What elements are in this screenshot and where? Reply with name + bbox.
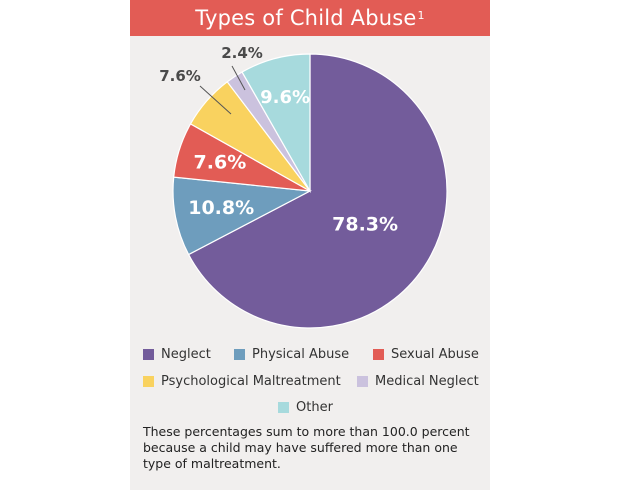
legend-item-neglect: Neglect <box>143 345 211 363</box>
legend-label: Other <box>296 399 333 415</box>
legend-label: Medical Neglect <box>375 373 479 389</box>
legend-item-other: Other <box>278 398 333 416</box>
legend-swatch <box>373 348 384 360</box>
leader-line-psychological-maltreatment <box>199 85 232 115</box>
data-label-psychological-maltreatment: 7.6% <box>159 67 201 85</box>
footnote: These percentages sum to more than 100.0… <box>143 424 470 471</box>
legend-item-physical-abuse: Physical Abuse <box>234 345 349 363</box>
leader-line-medical-neglect <box>231 65 246 91</box>
legend-label: Psychological Maltreatment <box>161 373 341 389</box>
title-footnote-marker: 1 <box>417 9 425 22</box>
chart-title: Types of Child Abuse1 <box>130 0 490 36</box>
data-label-sexual-abuse: 7.6% <box>194 152 247 174</box>
data-label-other: 9.6% <box>260 87 310 108</box>
pie-chart: 78.3% 10.8% 7.6% 7.6% 2.4% 9.6% <box>159 44 448 329</box>
legend-item-sexual-abuse: Sexual Abuse <box>373 345 479 363</box>
pie-slice-other <box>241 53 311 194</box>
pie-slice-neglect <box>187 53 448 329</box>
data-label-neglect: 78.3% <box>332 213 398 235</box>
chart-title-text: Types of Child Abuse <box>195 6 417 30</box>
legend-label: Neglect <box>161 346 211 362</box>
legend-swatch <box>143 375 154 387</box>
pie-slice-physical-abuse <box>172 176 313 256</box>
legend-label: Sexual Abuse <box>391 346 479 362</box>
legend-swatch <box>278 401 289 413</box>
legend-swatch <box>234 348 245 360</box>
legend-item-medical-neglect: Medical Neglect <box>357 372 479 390</box>
legend-swatch <box>357 375 368 387</box>
legend-swatch <box>143 348 154 360</box>
data-label-physical-abuse: 10.8% <box>188 197 254 219</box>
data-label-medical-neglect: 2.4% <box>221 44 263 62</box>
legend-label: Physical Abuse <box>252 346 350 362</box>
legend-item-psychological-maltreatment: Psychological Maltreatment <box>143 372 341 390</box>
